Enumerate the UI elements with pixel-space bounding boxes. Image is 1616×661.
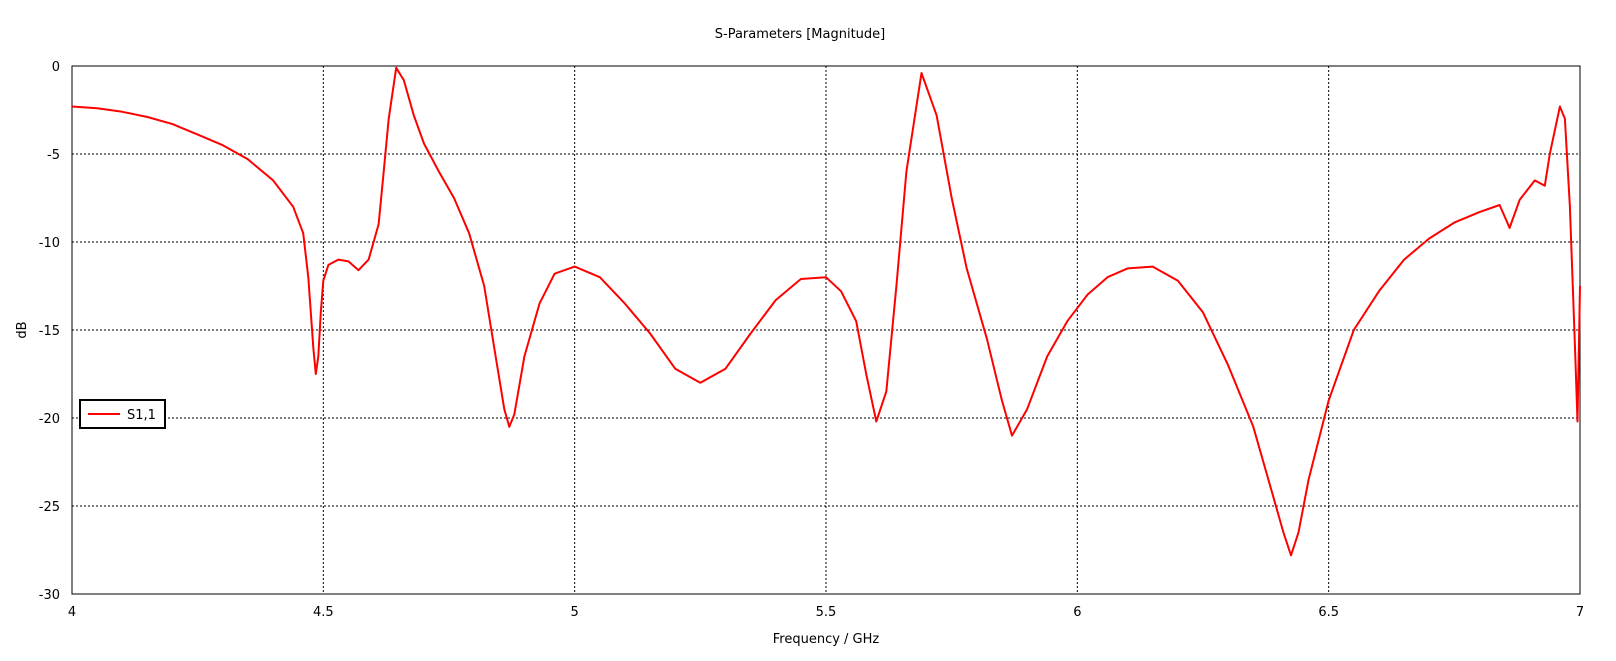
y-tick-label: -5 — [47, 148, 60, 163]
y-tick-label: -10 — [39, 236, 60, 251]
x-tick-label: 5 — [571, 605, 579, 620]
y-tick-label: 0 — [52, 60, 60, 75]
x-tick-label: 6.5 — [1318, 605, 1339, 620]
x-tick-label: 4.5 — [313, 605, 334, 620]
y-axis-ticks: 0 -5 -10 -15 -20 -25 -30 — [39, 60, 60, 603]
y-tick-label: -30 — [39, 588, 60, 603]
y-tick-label: -20 — [39, 412, 60, 427]
x-tick-label: 6 — [1073, 605, 1081, 620]
grid-layer — [72, 66, 1580, 594]
y-tick-label: -15 — [39, 324, 60, 339]
legend: S1,1 — [79, 399, 166, 429]
series-line-s11 — [71, 66, 1581, 557]
y-tick-label: -25 — [39, 500, 60, 515]
x-tick-label: 4 — [68, 605, 76, 620]
x-tick-label: 7 — [1576, 605, 1584, 620]
legend-label-s11: S1,1 — [127, 408, 156, 423]
chart-title: S-Parameters [Magnitude] — [715, 27, 886, 42]
y-axis-title: dB — [15, 321, 30, 338]
x-axis-ticks: 4 4.5 5 5.5 6 6.5 7 — [68, 605, 1584, 620]
x-axis-title: Frequency / GHz — [773, 632, 880, 647]
x-tick-label: 5.5 — [816, 605, 837, 620]
